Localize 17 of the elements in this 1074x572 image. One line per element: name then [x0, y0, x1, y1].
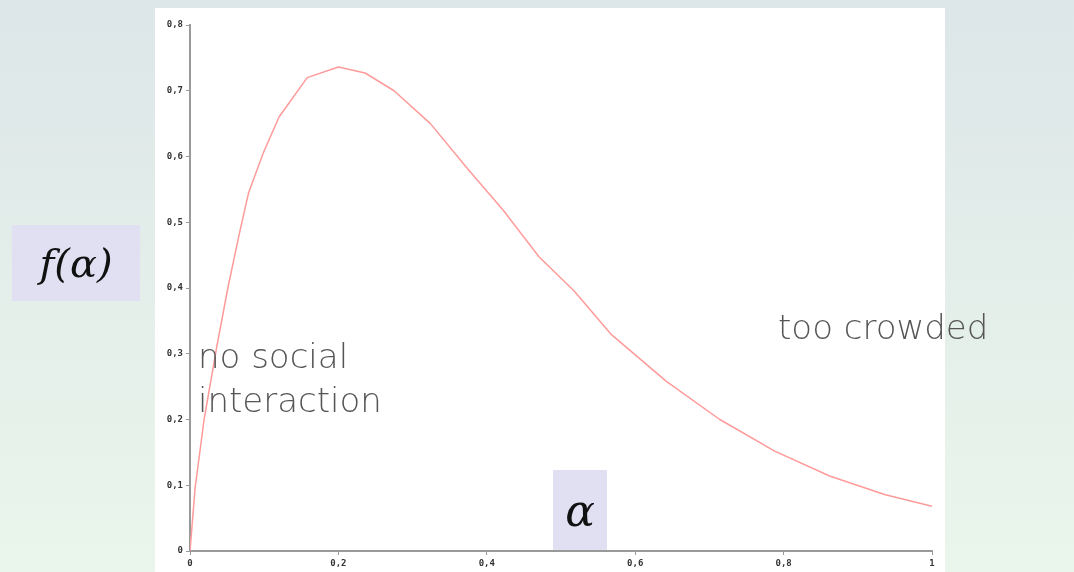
x-tick-label: 0,2 — [330, 557, 347, 568]
x-tick-label: 0,8 — [775, 557, 792, 568]
y-tick-label: 0,1 — [166, 479, 183, 490]
x-tick-label: 0,6 — [627, 557, 644, 568]
x-tick-label: 0,4 — [478, 557, 496, 568]
y-tick-label: 0 — [177, 545, 183, 556]
y-tick-label: 0,4 — [166, 282, 184, 293]
annotation: too crowded — [778, 306, 989, 349]
x-tick-label: 0 — [187, 557, 193, 568]
y-tick-label: 0,2 — [166, 413, 183, 424]
y-tick-label: 0,3 — [166, 348, 183, 359]
x-tick-label: 1 — [929, 557, 935, 568]
y-tick-label: 0,7 — [166, 85, 183, 96]
y-tick-label: 0,6 — [166, 150, 183, 161]
annotation: no social interaction — [198, 335, 382, 422]
y-tick-label: 0,5 — [166, 216, 183, 227]
y-tick-label: 0,8 — [166, 19, 183, 30]
